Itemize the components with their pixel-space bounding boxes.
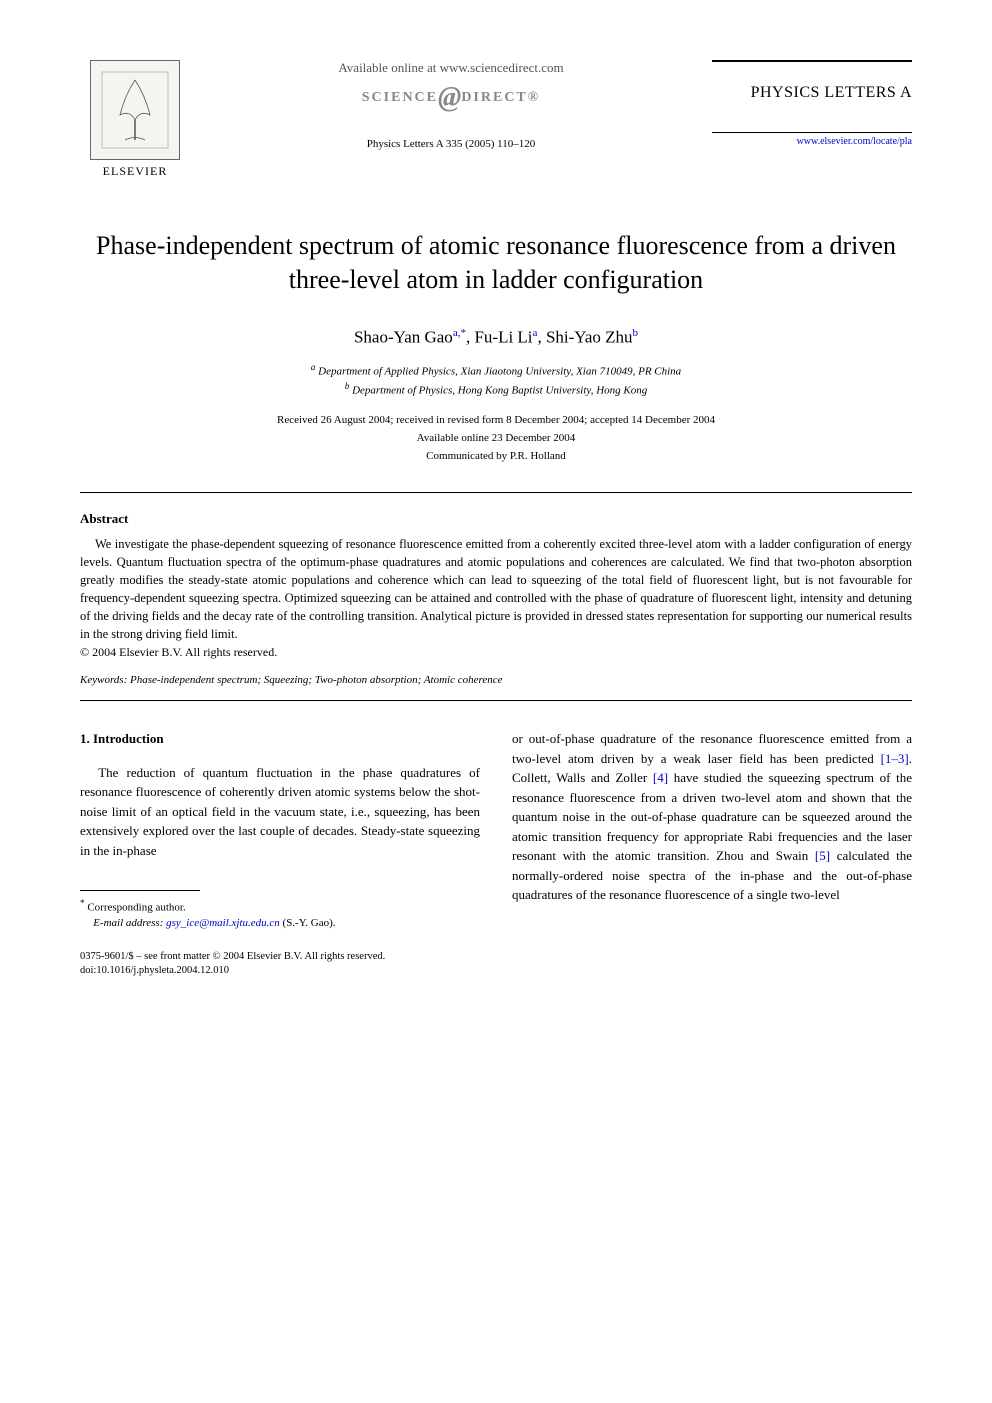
email-link[interactable]: gsy_ice@mail.xjtu.edu.cn [163,917,279,929]
ref-1-3-link[interactable]: [1–3] [881,751,909,766]
journal-name: PHYSICS LETTERS A [712,60,912,102]
keywords-line: Keywords: Phase-independent spectrum; Sq… [80,674,912,701]
online-line: Available online 23 December 2004 [80,432,912,444]
column-right: or out-of-phase quadrature of the resona… [512,729,912,979]
keywords-label: Keywords: [80,674,127,686]
publisher-logo-block: ELSEVIER [80,60,190,179]
available-online-text: Available online at www.sciencedirect.co… [210,60,692,76]
journal-url-link[interactable]: www.elsevier.com/locate/pla [712,132,912,147]
keywords-text: Phase-independent spectrum; Squeezing; T… [127,674,502,686]
header-center: Available online at www.sciencedirect.co… [190,60,712,150]
elsevier-tree-icon [90,60,180,160]
communicated-line: Communicated by P.R. Holland [80,450,912,462]
elsevier-label: ELSEVIER [103,164,168,179]
journal-reference: Physics Letters A 335 (2005) 110–120 [210,138,692,150]
front-matter-line: 0375-9601/$ – see front matter © 2004 El… [80,950,480,979]
science-post: DIRECT® [461,90,540,105]
body-section: 1. Introduction The reduction of quantum… [80,729,912,979]
column-left: 1. Introduction The reduction of quantum… [80,729,480,979]
intro-para-1: The reduction of quantum fluctuation in … [80,763,480,861]
author-1: Shao-Yan Gao [354,327,453,346]
abstract-copyright: © 2004 Elsevier B.V. All rights reserved… [80,645,912,660]
authors-line: Shao-Yan Gaoa,*, Fu-Li Lia, Shi-Yao Zhub [80,327,912,348]
section-heading: 1. Introduction [80,729,480,749]
sciencedirect-logo: SCIENCE@DIRECT® [210,82,692,114]
at-icon: @ [438,82,461,113]
affiliation-a: a Department of Applied Physics, Xian Ji… [80,361,912,380]
footnote-separator [80,890,200,891]
abstract-section: Abstract We investigate the phase-depend… [80,492,912,702]
email-label: E-mail address: [93,917,163,929]
affiliation-b: b Department of Physics, Hong Kong Bapti… [80,380,912,399]
two-column-layout: 1. Introduction The reduction of quantum… [80,729,912,979]
header-right: PHYSICS LETTERS A www.elsevier.com/locat… [712,60,912,147]
ref-5-link[interactable]: [5] [815,848,830,863]
science-pre: SCIENCE [362,90,438,105]
received-line: Received 26 August 2004; received in rev… [80,414,912,426]
abstract-heading: Abstract [80,511,912,527]
corresponding-footnote: * Corresponding author. E-mail address: … [80,897,480,931]
ref-4-link[interactable]: [4] [653,770,668,785]
author-2: , Fu-Li Li [466,327,533,346]
author-3-aff[interactable]: b [633,327,639,339]
author-3: , Shi-Yao Zhu [537,327,632,346]
header: ELSEVIER Available online at www.science… [80,60,912,179]
abstract-text: We investigate the phase-dependent squee… [80,535,912,644]
article-title: Phase-independent spectrum of atomic res… [80,229,912,297]
affiliations: a Department of Applied Physics, Xian Ji… [80,361,912,399]
intro-para-2: or out-of-phase quadrature of the resona… [512,729,912,905]
